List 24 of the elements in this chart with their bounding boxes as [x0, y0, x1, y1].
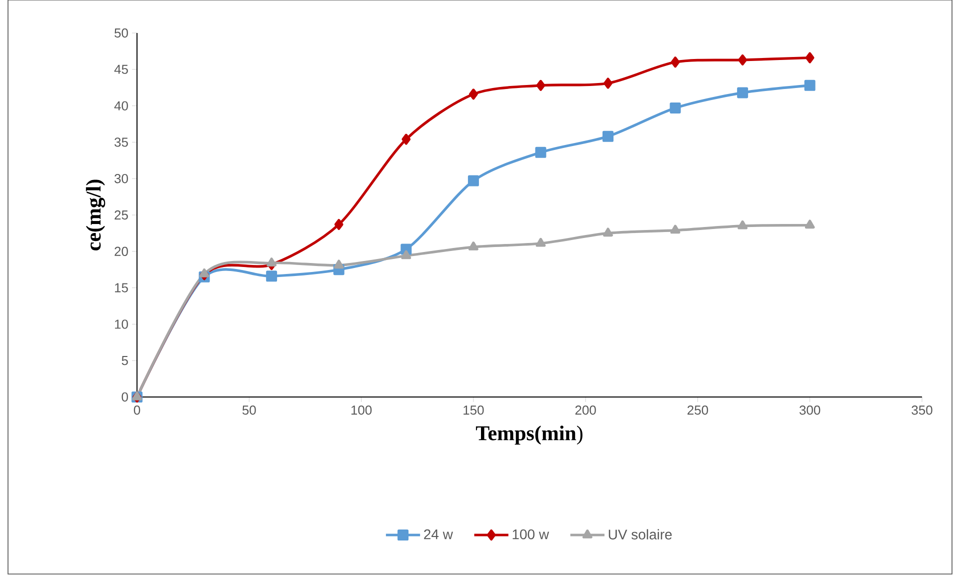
x-tick-label: 200 — [575, 406, 596, 415]
x-tick-label: 50 — [242, 406, 256, 415]
y-tick-label: 35 — [114, 138, 128, 147]
legend-label: UV solaire — [608, 529, 672, 540]
y-tick-label: 50 — [114, 28, 128, 38]
x-tick-label: 100 — [351, 406, 372, 415]
x-tick-label: 250 — [688, 406, 708, 415]
y-tick-label: 20 — [114, 246, 128, 256]
y-axis-title: ce(mg/l) — [86, 180, 106, 250]
legend-label: 24 w — [424, 529, 453, 540]
legend-label: 100 w — [512, 529, 550, 540]
y-tick-label: 30 — [114, 174, 128, 184]
y-tick-label: 25 — [114, 210, 128, 220]
y-tick-label: 40 — [114, 101, 128, 110]
y-tick-label: 10 — [115, 320, 128, 329]
x-tick-label: 0 — [134, 406, 140, 415]
x-tick-label: 150 — [464, 406, 484, 415]
x-tick-label: 350 — [912, 406, 932, 415]
y-tick-label: 45 — [114, 64, 128, 74]
x-axis-title: Temps(min) — [476, 426, 582, 445]
y-tick-label: 0 — [122, 392, 128, 402]
y-tick-label: 15 — [115, 283, 128, 292]
x-tick-label: 300 — [800, 406, 820, 415]
y-tick-label: 5 — [122, 356, 128, 366]
